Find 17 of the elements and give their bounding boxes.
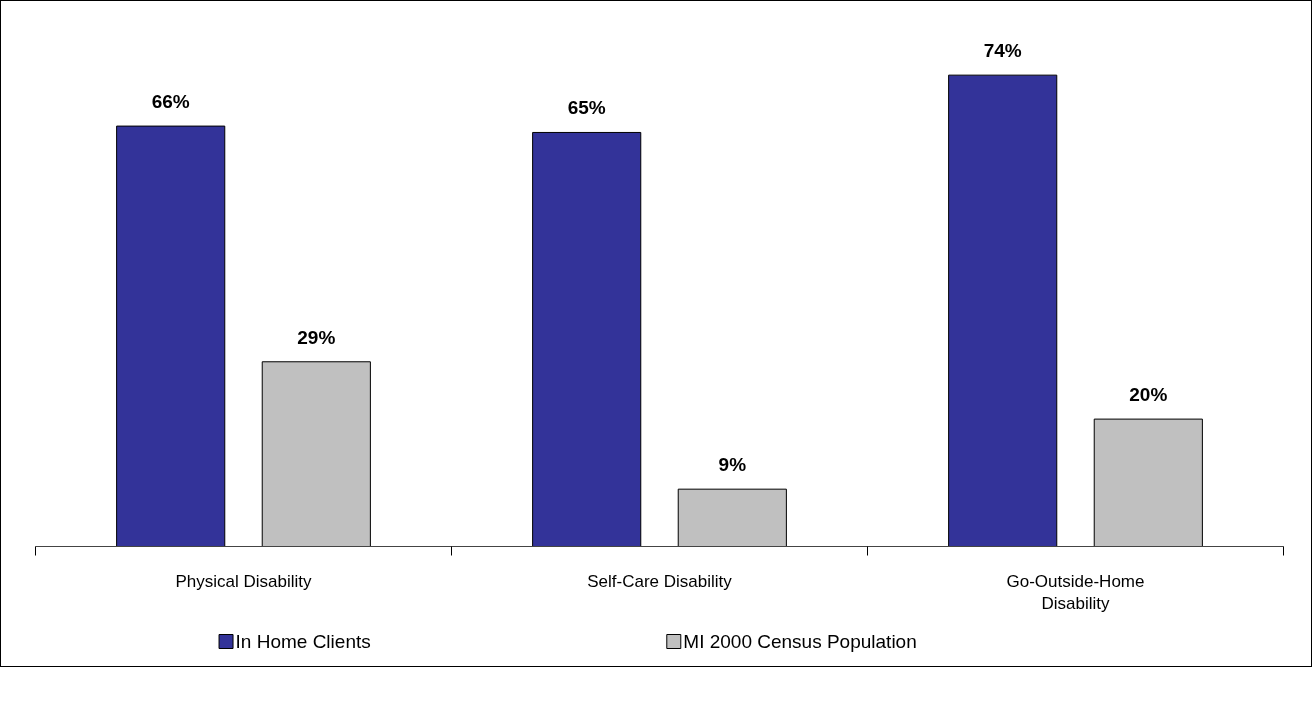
bar (677, 488, 787, 547)
bar (948, 74, 1058, 547)
data-label: 9% (718, 454, 747, 476)
bar (261, 361, 371, 547)
x-tick-label: Self-Care Disability (587, 571, 733, 591)
x-tick-label: Physical Disability (175, 571, 313, 591)
data-label: 65% (567, 97, 606, 119)
bar (532, 131, 642, 547)
bar (116, 125, 226, 547)
data-label: 74% (983, 40, 1022, 62)
data-label: 66% (151, 91, 190, 113)
data-label: 20% (1129, 384, 1168, 406)
x-tick-label: Go-Outside-Home Disability (1006, 571, 1145, 614)
legend-label: MI 2000 Census Population (683, 631, 917, 652)
legend-label: In Home Clients (235, 631, 371, 652)
bar (1093, 418, 1203, 547)
data-label: 29% (297, 326, 336, 348)
